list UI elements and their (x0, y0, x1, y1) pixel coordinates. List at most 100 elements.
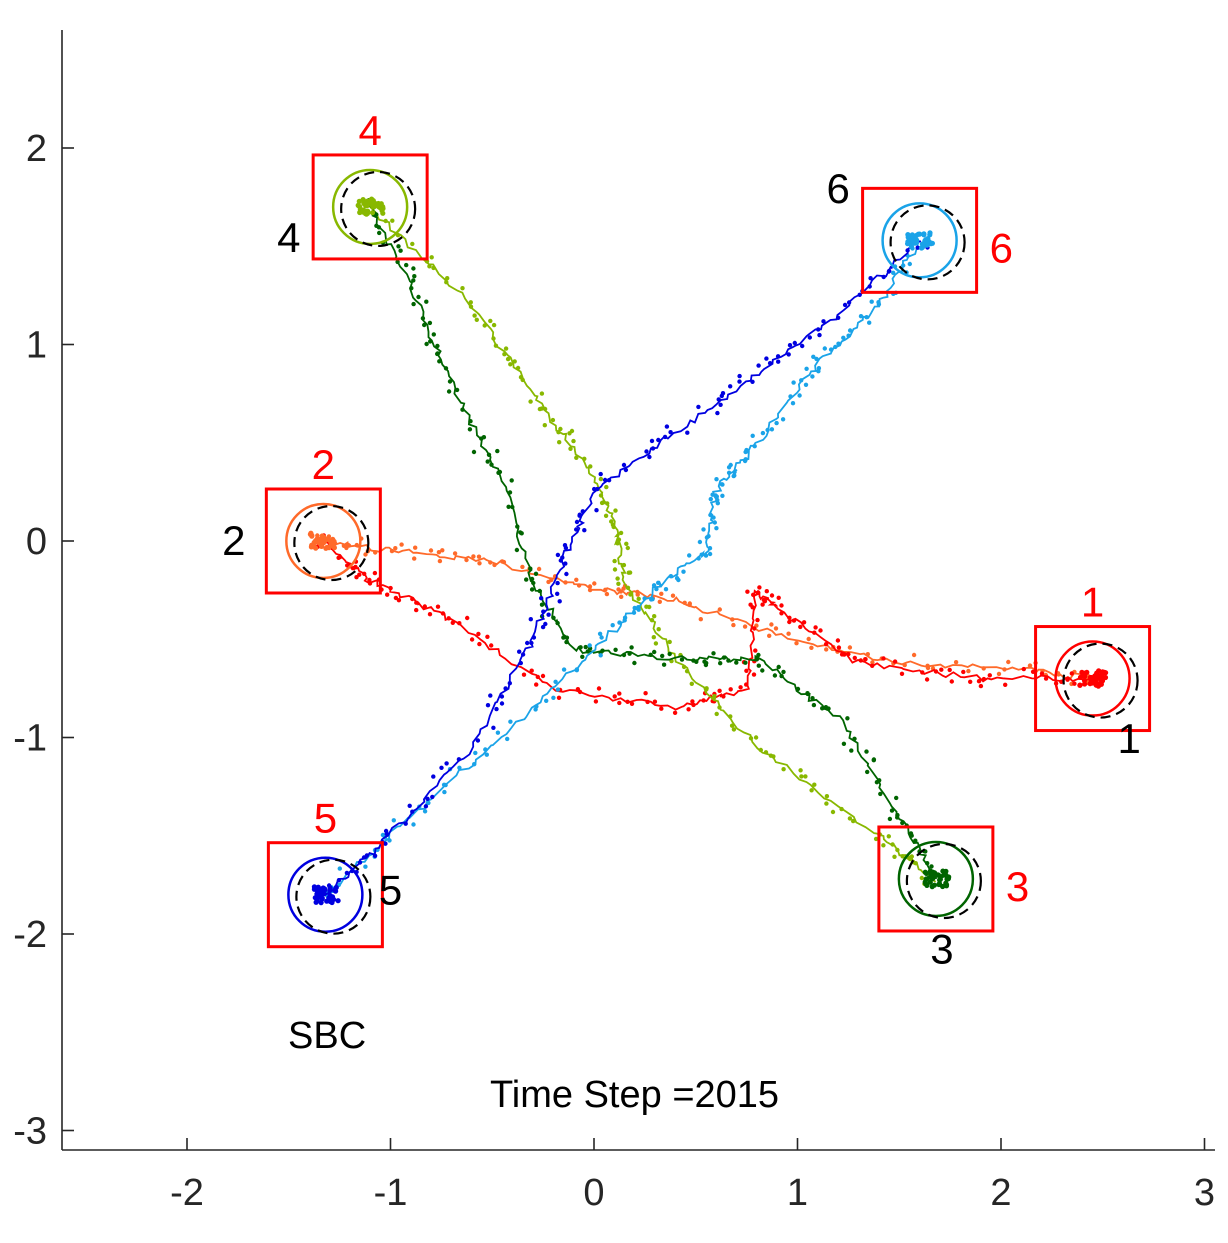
trajectory-point (809, 645, 814, 650)
trajectory-point (473, 750, 478, 756)
trajectory-point (751, 672, 757, 677)
trajectory-point (625, 699, 630, 704)
trajectory-point (820, 706, 825, 711)
trajectory-point (582, 456, 587, 461)
trajectory-point (592, 486, 597, 492)
cluster-point (318, 900, 324, 906)
trajectory-point (881, 274, 886, 280)
trajectory-point (756, 652, 761, 658)
trajectory-point (755, 617, 760, 623)
trajectory-point (667, 651, 672, 657)
trajectory-point (737, 373, 742, 379)
trajectory-point (836, 341, 841, 346)
trajectory-point (398, 248, 403, 253)
trajectory-point (521, 672, 527, 677)
cluster-point (908, 244, 915, 250)
trajectory-point (919, 875, 924, 881)
trajectory-point (624, 541, 629, 546)
trajectory-point (610, 623, 615, 628)
trajectory-point (574, 527, 579, 532)
cluster-point (380, 204, 386, 210)
trajectory-point (574, 577, 579, 582)
trajectory-point (876, 300, 881, 305)
trajectory-point (364, 853, 370, 858)
trajectory-point (557, 599, 562, 604)
trajectory-point (679, 657, 685, 662)
target-box (311, 153, 429, 261)
trajectory-point (391, 818, 396, 823)
trajectory-point (389, 548, 395, 554)
trajectory-point (787, 615, 792, 620)
cluster-point (370, 203, 376, 209)
y-tick-label: -2 (13, 914, 47, 956)
trajectory-point (711, 651, 716, 656)
trajectory-point (460, 407, 465, 412)
trajectory-point (621, 462, 627, 468)
trajectory-point (393, 595, 399, 601)
trajectory-point (446, 389, 452, 394)
cluster-point (335, 898, 341, 904)
trajectory-point (874, 780, 880, 785)
trajectory-point (508, 362, 513, 367)
trajectory-point (558, 426, 563, 432)
trajectory-point (711, 515, 716, 520)
trajectory-point (555, 552, 561, 558)
trajectory-point (493, 343, 499, 348)
trajectory-point (393, 546, 398, 551)
trajectory-point (924, 677, 930, 682)
trajectory-point (471, 449, 477, 455)
trajectory-point (518, 375, 524, 380)
y-tick-label: 0 (26, 521, 47, 563)
trajectory-point (1021, 666, 1026, 672)
trajectory-point (582, 528, 587, 533)
trajectory-point (642, 596, 647, 601)
trajectory-point (440, 611, 446, 616)
trajectory-point (751, 592, 756, 597)
trajectory-point (424, 341, 429, 347)
trajectory-point (615, 576, 620, 581)
trajectory-point (870, 663, 875, 668)
trajectory-point (528, 399, 533, 404)
trajectory-point (901, 263, 906, 268)
trajectory-point (427, 320, 433, 326)
trajectory-point (659, 706, 664, 711)
trajectory-point (1072, 681, 1077, 686)
cluster-point (924, 882, 930, 889)
trajectory-point (731, 622, 736, 628)
trajectory-point (636, 605, 641, 610)
trajectory-point (518, 660, 523, 666)
trajectory-point (444, 280, 449, 285)
trajectory-point (760, 430, 766, 436)
trajectory-point (540, 673, 546, 679)
trajectory-point (828, 347, 834, 352)
trajectory-point (900, 854, 905, 859)
trajectory-point (851, 818, 856, 824)
trajectory-point (714, 711, 719, 717)
trajectory-point (847, 816, 853, 821)
cluster-point (936, 872, 942, 879)
trajectory-point (437, 558, 443, 564)
trajectory-point (752, 444, 757, 449)
trajectory-point (836, 315, 841, 320)
trajectory-point (1006, 659, 1011, 665)
trajectory-point (587, 584, 593, 589)
target-number-label: 6 (990, 224, 1013, 271)
trajectory-point (491, 725, 496, 730)
trajectory-point (422, 604, 427, 609)
trajectory-point (1069, 671, 1075, 676)
trajectory-point (824, 794, 830, 799)
trajectory-point (594, 508, 599, 513)
trajectory-point (468, 300, 473, 305)
trajectory-point (486, 452, 492, 457)
trajectory-point (1002, 667, 1007, 672)
trajectory-point (528, 617, 533, 622)
trajectory-point (510, 504, 515, 510)
trajectory-point (515, 524, 520, 529)
trajectory-point (718, 661, 723, 666)
trajectory-point (648, 652, 653, 657)
trajectory-point (699, 552, 704, 557)
target-box (1034, 625, 1152, 733)
cluster-point (1099, 678, 1106, 684)
trajectory-point (505, 356, 511, 362)
trajectory-point (902, 662, 907, 668)
